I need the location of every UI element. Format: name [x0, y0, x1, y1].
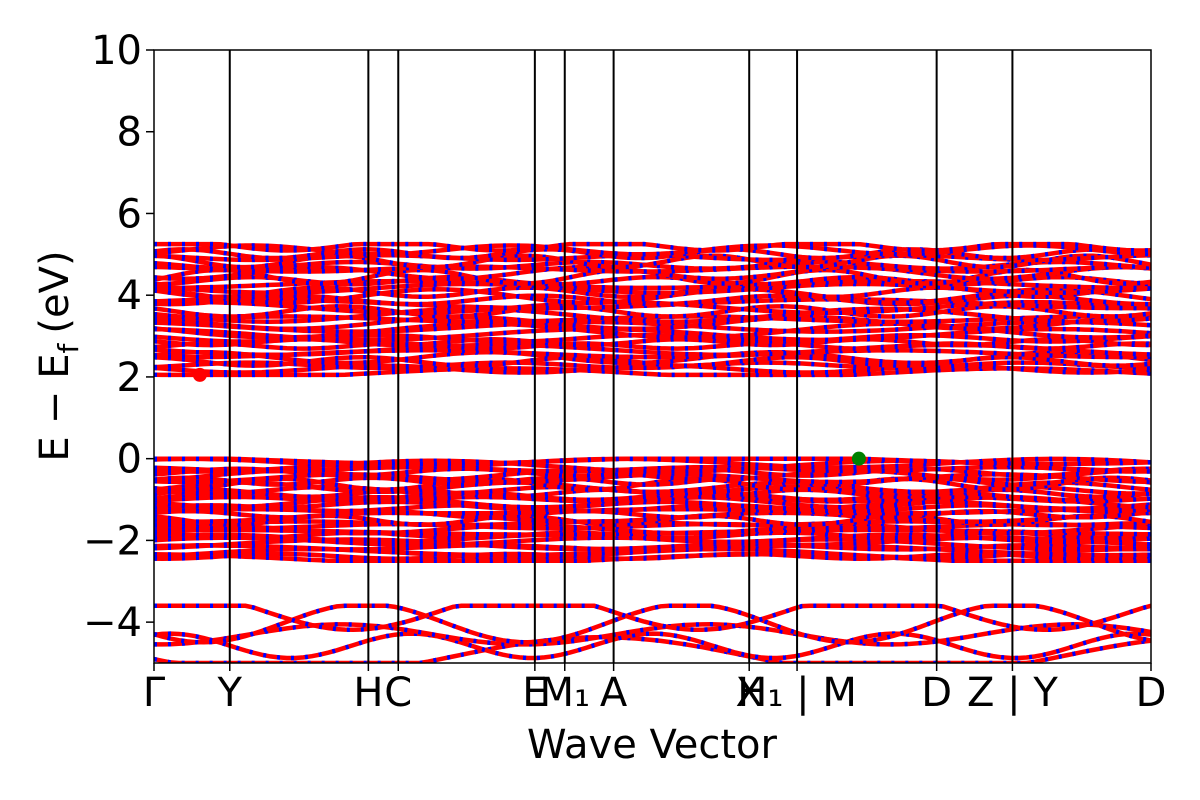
kpoint-label: A: [600, 670, 628, 716]
band-line-red: [154, 306, 1151, 324]
kpoint-label: H₁ | M: [737, 670, 857, 716]
band-line-blue: [154, 603, 1151, 633]
kpoint-label: D: [921, 670, 952, 716]
y-tick-label: −4: [83, 600, 142, 646]
y-tick-label: 4: [117, 273, 142, 319]
y-tick-label: −2: [83, 518, 142, 564]
band-line-red: [154, 603, 1151, 645]
band-line-red: [154, 281, 1151, 295]
y-axis-ticks: −4 −2 0 2 4 6 8 10: [83, 28, 154, 646]
kpoint-label: Y: [217, 670, 243, 716]
band-line-red: [154, 241, 1151, 253]
band-line-red: [154, 264, 1151, 274]
band-line-red: [154, 360, 1151, 371]
y-tick-label: 8: [117, 110, 142, 156]
band-line-red: [154, 287, 1151, 305]
kpoint-label: C: [384, 670, 412, 716]
band-line-red: [154, 319, 1151, 334]
band-line-red: [154, 499, 1151, 511]
y-tick-label: 0: [117, 437, 142, 483]
plot-frame: [153, 49, 1152, 664]
band-lines: [154, 241, 1151, 663]
band-line-red: [154, 349, 1151, 366]
kpoint-label: M₁: [539, 670, 590, 716]
band-line-red: [154, 475, 1151, 487]
kpoint-label: D: [1136, 670, 1167, 716]
vbm-marker: [851, 451, 866, 466]
band-line-red: [154, 634, 1151, 663]
band-line-red: [154, 247, 1151, 261]
kpoint-label: E: [522, 670, 547, 716]
y-tick-label: 6: [117, 191, 142, 237]
kpoint-label: Γ: [143, 670, 166, 716]
y-axis-label: E−Ef(eV): [32, 250, 85, 461]
band-line-red: [154, 631, 1151, 661]
kpoint-label: X: [736, 670, 763, 716]
band-line-blue: [154, 267, 1151, 286]
x-axis-kpoint-labels: Γ Y H C EM₁ A XH₁ | M D Z | Y D: [143, 663, 1167, 716]
y-tick-label: 10: [91, 28, 142, 74]
kpoint-label: Z | Y: [967, 670, 1058, 716]
kpoint-label: H: [353, 670, 383, 716]
band-line-red: [154, 456, 1151, 467]
cbm-marker: [192, 367, 207, 382]
y-tick-label: 2: [117, 355, 142, 401]
band-line-red: [154, 314, 1151, 332]
band-line-blue: [154, 631, 1151, 661]
band-line-red: [154, 464, 1151, 474]
band-edge-markers: [192, 367, 866, 466]
x-axis-label: Wave Vector: [527, 722, 778, 768]
band-line-red: [154, 293, 1151, 307]
high-symmetry-lines: [228, 50, 1014, 663]
band-line-red: [154, 522, 1151, 536]
